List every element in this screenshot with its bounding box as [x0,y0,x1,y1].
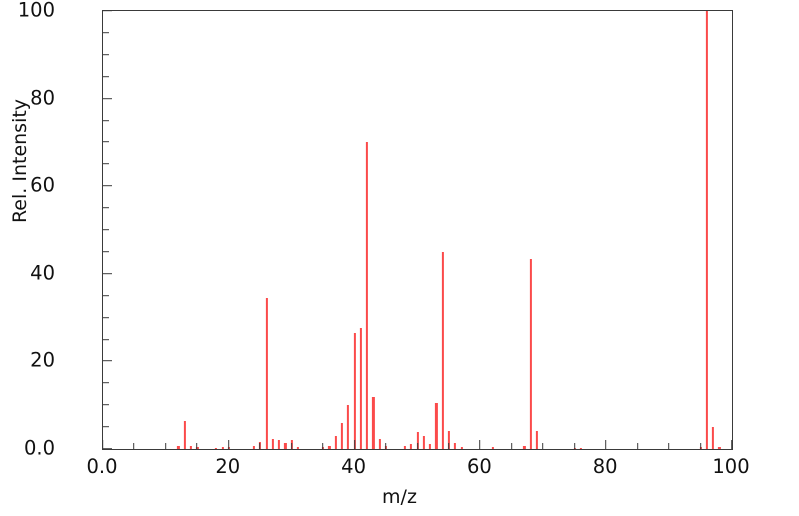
spectrum-peak [296,446,300,449]
x-axis-tick-minor [511,443,513,449]
x-axis-tick-label: 60 [466,455,492,478]
spectrum-peak [422,435,425,449]
y-axis-tick-minor [103,119,109,121]
spectrum-peak [347,405,350,449]
y-axis-tick-minor [103,53,109,55]
y-axis-tick-label: 0.0 [23,436,55,460]
peaks-layer [103,11,732,449]
x-axis-tick-major [353,440,355,449]
spectrum-peak [403,446,406,449]
spectrum-peak [215,447,218,449]
x-axis-tick-minor [416,443,418,449]
spectrum-peak [265,297,268,449]
y-axis-tick-major [103,272,112,274]
x-axis-tick-minor [668,443,670,449]
spectrum-peak [359,327,362,449]
spectrum-peak [535,431,539,449]
spectrum-peak [416,432,419,449]
x-axis-tick-label: 100 [712,455,750,478]
spectrum-peak [378,439,381,449]
y-axis-tick-minor [103,404,109,406]
x-axis-tick-minor [196,443,198,449]
y-axis-tick-minor [103,163,109,165]
x-axis-tick-minor [636,443,638,449]
x-axis-tick-major [731,440,733,449]
x-axis-tick-label: 40 [341,455,367,478]
x-axis-tick-major [102,440,104,449]
spectrum-peak [579,447,583,449]
x-axis-tick-minor [290,443,292,449]
y-axis-tick-major [103,10,112,12]
y-axis-tick-minor [103,229,109,231]
plot-area [102,10,733,450]
y-axis-label: Rel. Intensity [9,98,31,224]
x-axis-tick-label: 20 [215,455,241,478]
spectrum-peak [705,11,708,449]
spectrum-peak [712,427,715,449]
x-axis-tick-minor [699,443,701,449]
spectrum-peak [252,446,256,449]
y-axis-tick-major [103,448,112,450]
spectrum-peak [334,435,337,449]
y-axis-tick-label: 100 [17,0,55,22]
spectrum-peak [523,446,526,449]
x-axis-tick-major [605,440,607,449]
y-axis-tick-minor [103,338,109,340]
spectrum-peak [189,445,193,449]
y-axis-tick-minor [103,207,109,209]
y-axis-tick-minor [103,251,109,253]
x-axis-tick-label: 80 [592,455,618,478]
spectrum-peak [428,444,432,449]
y-axis-tick-label: 60 [30,173,55,197]
y-axis-tick-minor [103,426,109,428]
y-axis-tick-minor [103,382,109,384]
x-axis-tick-major [227,440,229,449]
y-axis-tick-major [103,97,112,99]
x-axis-tick-minor [385,443,387,449]
spectrum-peak [491,446,495,449]
y-axis-tick-major [103,360,112,362]
x-axis-tick-minor [448,443,450,449]
spectrum-peak [410,444,413,449]
x-axis-tick-minor [322,443,324,449]
spectrum-peak [366,142,369,449]
spectrum-peak [441,251,444,449]
spectrum-peak [271,438,274,449]
spectrum-peak [353,332,356,449]
y-axis-tick-minor [103,32,109,34]
spectrum-peak [284,442,287,449]
spectrum-peak [460,447,463,449]
x-axis-tick-minor [542,443,544,449]
y-axis-tick-minor [103,141,109,143]
y-axis-tick-label: 80 [30,86,55,110]
y-axis-tick-minor [103,75,109,77]
spectrum-peak [454,443,457,449]
x-axis-tick-major [479,440,481,449]
x-axis-tick-minor [165,443,167,449]
y-axis-tick-label: 40 [30,261,55,285]
y-axis-tick-minor [103,294,109,296]
spectrum-peak [718,446,721,449]
spectrum-peak [340,422,344,449]
spectrum-peak [177,445,180,449]
x-axis-tick-label: 0.0 [86,455,118,478]
y-axis-tick-label: 20 [30,348,55,372]
spectrum-peak [278,440,281,449]
spectrum-peak [529,259,532,449]
spectrum-peak [328,445,331,449]
spectrum-peak [447,431,451,449]
spectrum-peak [183,421,186,449]
spectrum-peak [372,397,375,449]
y-axis-tick-minor [103,316,109,318]
y-axis-tick-major [103,185,112,187]
x-axis-tick-minor [573,443,575,449]
spectrum-peak [221,447,224,449]
x-axis-label: m/z [382,486,417,508]
x-axis-tick-minor [259,443,261,449]
x-axis-tick-minor [133,443,135,449]
spectrum-peak [435,402,438,449]
